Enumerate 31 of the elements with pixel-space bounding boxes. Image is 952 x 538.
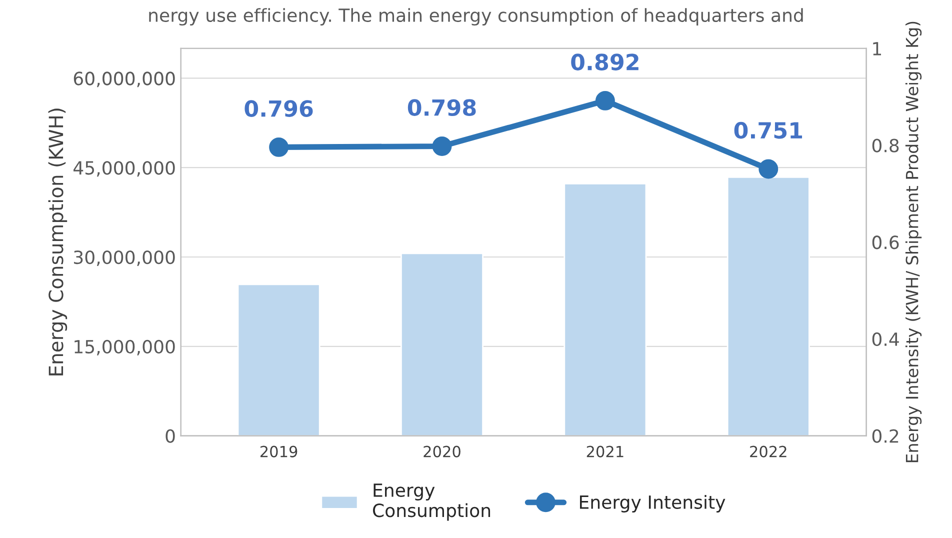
x-tick-label: 2022	[750, 446, 786, 458]
x-tick-label: 2020	[424, 446, 460, 458]
bar	[237, 284, 320, 436]
bar	[726, 176, 810, 436]
y-tick-label: 60,000,000	[74, 72, 175, 88]
data-label: 0.751	[734, 122, 802, 139]
point	[432, 136, 452, 156]
bar	[564, 183, 647, 436]
y2-tick-label: 0.8	[872, 138, 899, 152]
point	[269, 137, 289, 157]
x-tick-label: 2021	[586, 446, 624, 458]
y2-tick-label: 1	[873, 42, 881, 56]
y-tick-label: 45,000,000	[74, 161, 175, 177]
bar	[400, 252, 484, 436]
data-label: 0.796	[244, 100, 313, 117]
y-axis-title: Energy Consumption (KWH)	[48, 108, 68, 376]
data-label: 0.892	[571, 54, 638, 70]
point	[595, 90, 615, 110]
y2-tick-label: 0.2	[872, 429, 898, 443]
y-tick-label: 30,000,000	[74, 250, 175, 266]
x-tick-label: 2019	[260, 446, 298, 458]
y-tick-label: 15,000,000	[74, 340, 175, 356]
y2-tick-label: 0.6	[872, 236, 899, 250]
legend-label: Energy Consumption	[372, 484, 490, 521]
y-tick-label: 0	[166, 429, 175, 443]
y2-tick-label: 0.4	[872, 332, 899, 346]
text: nergy use efficiency. The main energy consumption of headquarters and	[149, 8, 803, 26]
y2-axis-title: Energy Intensity (KWH/ Shipment Product Weight Kg)	[905, 22, 922, 462]
data-label: 0.798	[408, 99, 476, 116]
legend-label: Energy Intensity	[580, 495, 726, 512]
point	[758, 159, 778, 179]
